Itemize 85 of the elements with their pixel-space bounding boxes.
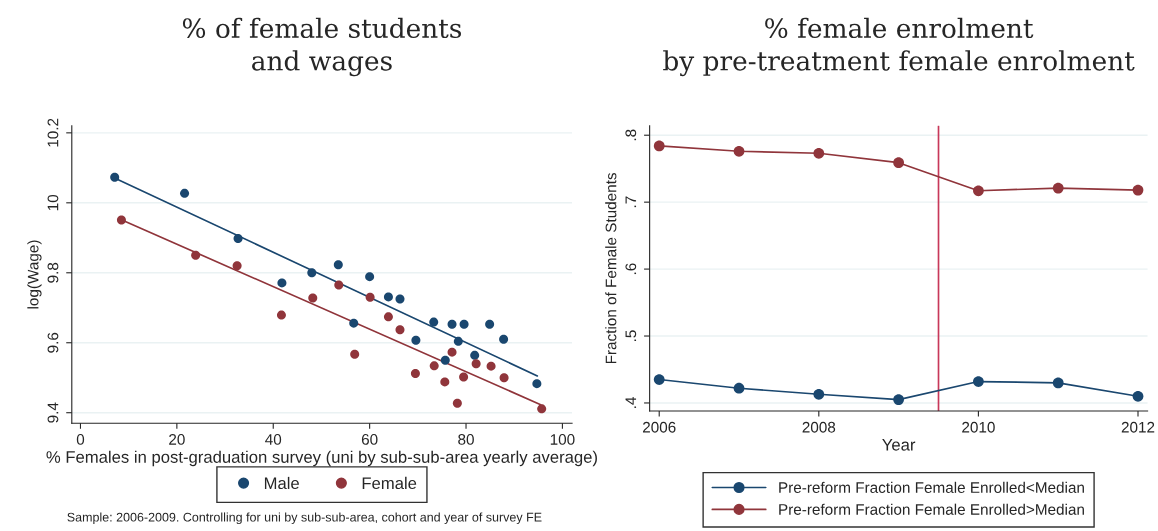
point: [893, 157, 904, 169]
point: [1052, 377, 1064, 389]
point: [447, 347, 457, 357]
point: [276, 310, 286, 320]
y-axis-title: log(Wage): [27, 240, 42, 309]
point: [110, 172, 120, 182]
point: [733, 382, 745, 394]
y-tick-label: .4: [625, 397, 637, 408]
legend-label: Pre-reform Fraction Female Enrolled<Median: [779, 481, 1084, 493]
y-tick-label: 10: [47, 194, 59, 211]
point: [532, 379, 542, 389]
x-tick-label: 100: [550, 434, 575, 445]
x-tick-label: 60: [361, 434, 378, 445]
y-tick-label: 9.4: [47, 402, 59, 423]
point: [1052, 182, 1064, 194]
point: [395, 325, 405, 335]
point: [653, 140, 665, 152]
x-tick-label: 40: [265, 434, 282, 445]
point: [537, 404, 547, 414]
point: [429, 361, 439, 371]
point: [499, 373, 509, 383]
y-axis-title: Fraction of Female Students: [605, 173, 617, 364]
point: [350, 349, 360, 359]
point: [411, 335, 421, 345]
point: [893, 394, 904, 405]
x-axis-title: Year: [882, 439, 916, 451]
legend-label: Male: [264, 476, 299, 490]
x-tick-label: 20: [169, 434, 185, 445]
point: [349, 318, 359, 328]
point: [485, 319, 495, 329]
point: [233, 233, 243, 243]
x-tick-label: 80: [458, 434, 474, 445]
point: [308, 293, 318, 303]
legend-label: Pre-reform Fraction Female Enrolled>Median: [779, 503, 1084, 515]
point: [447, 319, 457, 329]
point: [232, 261, 242, 271]
point: [395, 294, 405, 304]
x-tick-label: 2012: [1121, 421, 1155, 433]
point: [191, 250, 201, 260]
x-tick-label: 2006: [642, 421, 676, 433]
chart-title: % of female students and wages: [182, 17, 462, 77]
point: [180, 188, 190, 198]
y-tick-label: .6: [625, 263, 637, 275]
point: [973, 185, 984, 197]
x-tick-label: 2008: [802, 421, 836, 433]
point: [973, 376, 984, 387]
point: [440, 355, 450, 365]
x-tick-label: 0: [76, 434, 85, 445]
point: [1132, 390, 1144, 402]
point: [470, 350, 480, 360]
point: [307, 268, 317, 278]
y-tick-label: 9.8: [47, 262, 59, 283]
point: [383, 292, 393, 302]
point: [333, 260, 343, 270]
point: [499, 334, 509, 344]
point: [365, 292, 375, 302]
x-tick-label: 2010: [962, 421, 995, 433]
point: [653, 374, 665, 385]
point: [277, 278, 287, 288]
y-tick-label: .7: [625, 196, 637, 208]
point: [459, 319, 469, 329]
point: [471, 359, 481, 369]
legend-label: Female: [362, 476, 417, 490]
point: [116, 215, 126, 225]
point: [452, 398, 462, 408]
y-tick-label: .8: [625, 129, 637, 141]
point: [383, 312, 393, 322]
chart-title: % female enrolment by pre-treatment female enrolment: [663, 17, 1135, 77]
point: [813, 147, 825, 159]
point: [453, 336, 463, 346]
point: [334, 280, 344, 290]
x-axis-title: % Females in post-graduation survey (uni by sub-sub-area yearly average): [46, 450, 597, 467]
text: Sample: 2006-2009. Controlling for uni by sub-sub-area, cohort and year of survey FE: [67, 512, 542, 525]
point: [813, 388, 825, 400]
point: [733, 145, 745, 157]
y-tick-label: 9.6: [47, 332, 59, 353]
point: [440, 377, 450, 387]
y-tick-label: 10.2: [47, 118, 59, 147]
point: [410, 369, 420, 379]
point: [429, 317, 439, 327]
point: [459, 372, 469, 382]
y-tick-label: .5: [625, 330, 637, 341]
point: [1132, 184, 1144, 196]
point: [486, 361, 496, 371]
point: [365, 272, 375, 282]
